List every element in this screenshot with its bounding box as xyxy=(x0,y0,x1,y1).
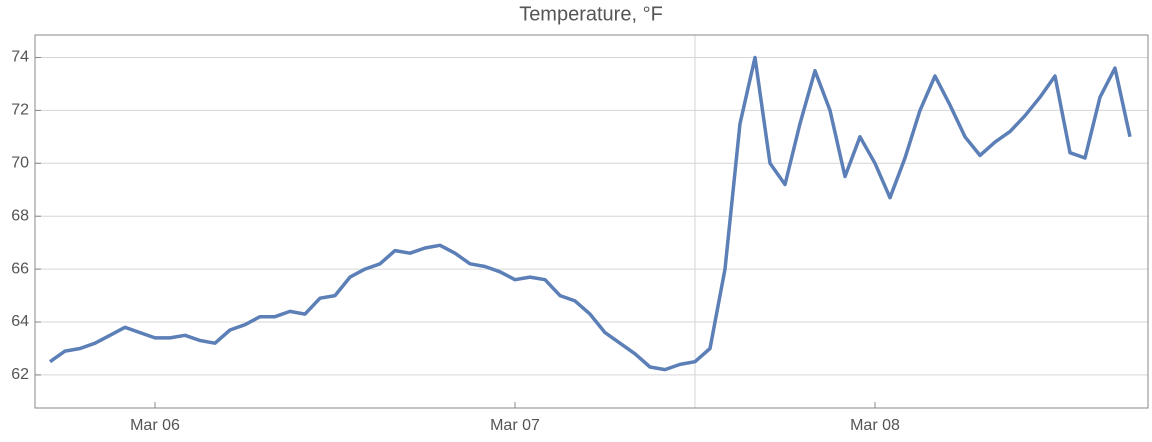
plot-frame xyxy=(34,34,1149,409)
y-tick-label: 74 xyxy=(11,49,29,66)
x-tick-label: Mar 07 xyxy=(490,417,540,434)
data-line xyxy=(48,55,1132,372)
x-tick-label: Mar 06 xyxy=(130,417,180,434)
y-tick-label: 64 xyxy=(11,313,29,330)
x-tick-label: Mar 08 xyxy=(850,417,900,434)
y-tick-label: 62 xyxy=(11,366,29,383)
y-tick-label: 70 xyxy=(11,155,29,172)
y-tick-label: 68 xyxy=(11,207,29,224)
chart-title: Temperature, °F xyxy=(519,3,663,25)
y-tick-label: 66 xyxy=(11,260,29,277)
y-tick-label: 72 xyxy=(11,102,29,119)
